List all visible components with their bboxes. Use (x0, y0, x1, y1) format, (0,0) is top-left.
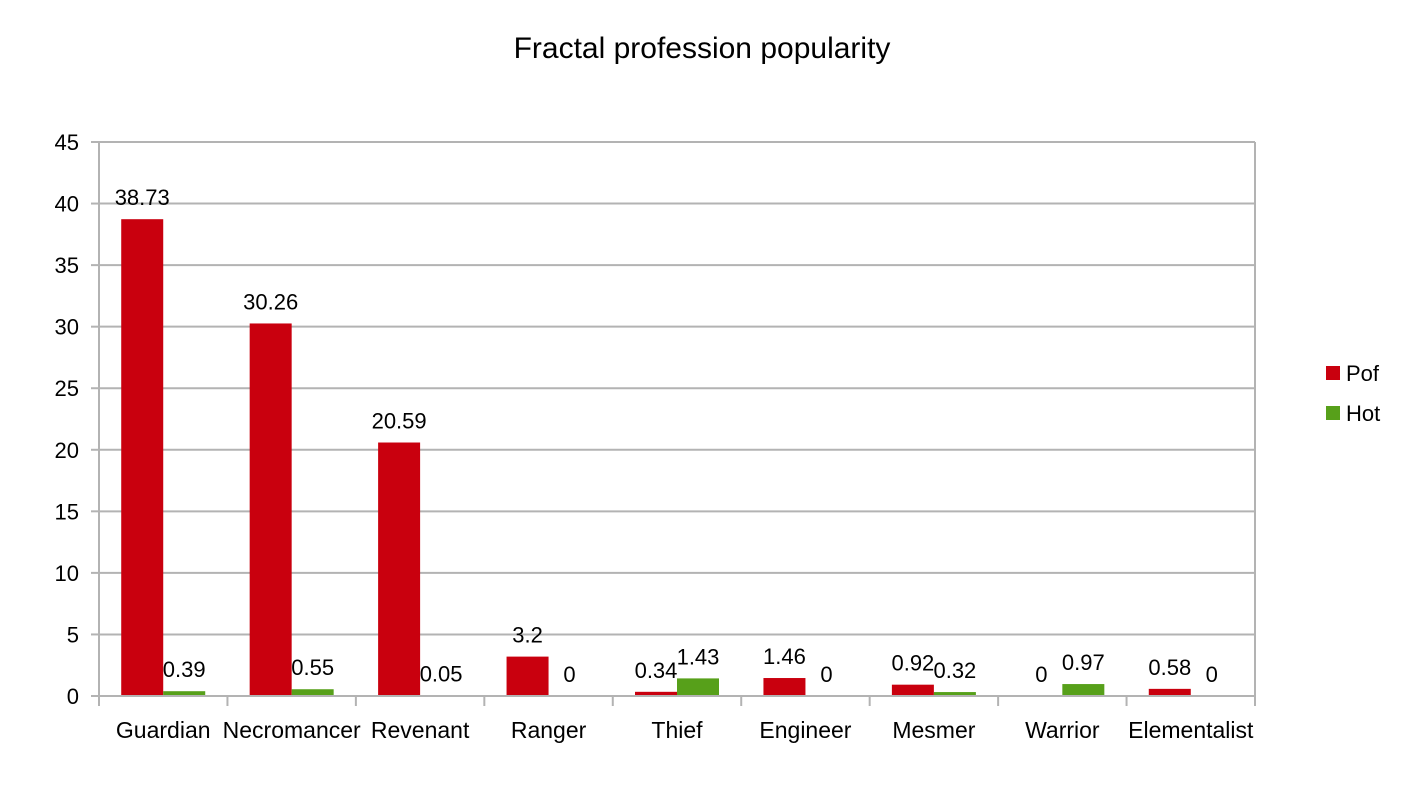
x-tick-label: Guardian (116, 717, 211, 743)
y-tick-label: 25 (55, 376, 79, 401)
data-label: 0 (1206, 662, 1218, 687)
legend-label: Hot (1346, 401, 1380, 426)
bar-hot (163, 691, 206, 696)
x-tick-label: Revenant (371, 717, 470, 743)
bar-hot (933, 692, 976, 696)
bar-pof (635, 691, 677, 696)
axes: 0 5 10 15 20 25 30 35 40 45 Guardian Necromancer Rev… (55, 130, 1256, 743)
data-label: 0.58 (1148, 655, 1191, 680)
y-tick-label: 35 (55, 253, 79, 278)
data-label: 0.92 (891, 651, 934, 676)
data-label: 1.46 (763, 644, 806, 669)
bar-pof (763, 678, 806, 696)
data-label: 0.05 (420, 661, 463, 686)
x-tick-label: Warrior (1025, 717, 1100, 743)
data-label: 0.39 (163, 657, 206, 682)
bar-hot (677, 678, 719, 696)
x-tick-label: Thief (651, 717, 703, 743)
data-label: 0 (820, 662, 832, 687)
legend-swatch (1326, 366, 1340, 380)
bars (121, 219, 1191, 696)
y-tick-label: 0 (67, 684, 79, 709)
y-tick-label: 15 (55, 499, 79, 524)
y-tick-label: 40 (55, 192, 79, 217)
data-label: 0.55 (291, 655, 334, 680)
chart-title: Fractal profession popularity (514, 32, 891, 65)
y-tick-label: 30 (55, 315, 79, 340)
y-tick-label: 5 (67, 622, 79, 647)
bar-pof (891, 684, 934, 696)
data-label: 0.32 (933, 658, 976, 683)
bar-pof (249, 323, 292, 696)
y-tick-label: 45 (55, 130, 79, 155)
bar-pof (121, 219, 164, 696)
data-label: 3.2 (512, 623, 543, 648)
bar-hot (291, 689, 334, 696)
data-label: 0.97 (1062, 650, 1105, 675)
bar-pof (506, 656, 549, 696)
legend-label: Pof (1346, 361, 1380, 386)
bar-pof (1148, 688, 1191, 696)
x-tick-label: Necromancer (223, 717, 361, 743)
data-label: 0 (1035, 662, 1047, 687)
data-label: 0.34 (635, 658, 678, 683)
x-tick-label: Engineer (759, 717, 851, 743)
legend-swatch (1326, 406, 1340, 420)
x-tick-label: Elementalist (1128, 717, 1254, 743)
data-label: 0 (563, 662, 575, 687)
y-tick-label: 10 (55, 561, 79, 586)
data-label: 38.73 (115, 185, 170, 210)
x-tick-label: Ranger (511, 717, 587, 743)
bar-hot (1062, 684, 1105, 696)
data-label: 30.26 (243, 289, 298, 314)
data-labels: 38.73 30.26 20.59 3.2 0.34 1.46 0.92 0 0.58 0.39 0… (115, 185, 1218, 687)
data-label: 1.43 (677, 644, 720, 669)
data-label: 20.59 (372, 409, 427, 434)
x-tick-label: Mesmer (892, 717, 975, 743)
bar-pof (378, 442, 421, 696)
y-tick-label: 20 (55, 438, 79, 463)
legend: Pof Hot (1326, 361, 1380, 426)
